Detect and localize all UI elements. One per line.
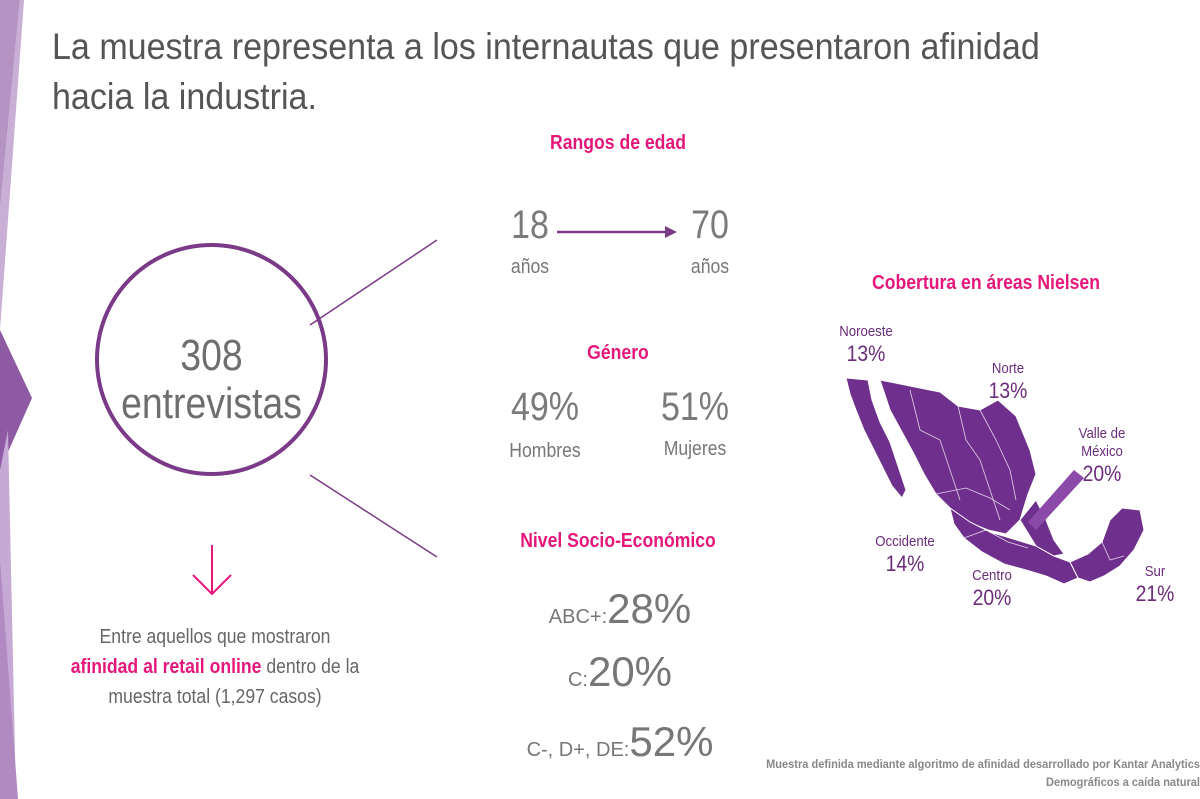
age-to: 70 <box>691 203 729 247</box>
arrow-right-icon <box>557 226 677 238</box>
nse-heading: Nivel Socio-Económico <box>520 530 716 552</box>
note-after: dentro de la muestra total (1,297 casos) <box>108 656 360 708</box>
footnote-line-1: Muestra definida mediante algoritmo de a… <box>766 757 1200 771</box>
region-centro: Centro 20% <box>957 567 1027 611</box>
nse-row-label: C: <box>567 669 588 691</box>
age-heading: Rangos de edad <box>550 132 686 154</box>
age-from-unit: años <box>510 256 550 278</box>
arrow-down-icon <box>192 545 232 596</box>
sample-circle-text: 308 entrevistas <box>112 332 310 428</box>
region-value: 13% <box>988 378 1028 403</box>
region-name: Norte <box>991 360 1025 377</box>
coverage-heading: Cobertura en áreas Nielsen <box>872 272 1100 294</box>
connector-lines <box>309 239 438 558</box>
nse-row-label: C-, D+, DE: <box>526 739 630 761</box>
note-highlight: afinidad al retail online <box>70 656 262 678</box>
region-value: 20% <box>1082 461 1122 486</box>
gender-men-label: Hombres <box>509 440 581 462</box>
left-decorative-band <box>0 0 32 799</box>
gender-women-label: Mujeres <box>663 438 727 460</box>
nse-row-abc: ABC+:28% <box>470 585 770 633</box>
region-name: Centro <box>972 567 1012 584</box>
sample-count: 308 <box>180 331 243 380</box>
region-name: Valle de México <box>1078 425 1126 460</box>
region-norte: Norte 13% <box>973 360 1043 404</box>
age-to-unit: años <box>690 256 730 278</box>
nse-row-c: C:20% <box>470 648 770 696</box>
region-value: 20% <box>972 585 1012 610</box>
sample-note: Entre aquellos que mostraron afinidad al… <box>61 622 369 712</box>
region-name: Noroeste <box>839 323 893 340</box>
footnote: Muestra definida mediante algoritmo de a… <box>722 755 1200 791</box>
region-occidente: Occidente 14% <box>867 533 943 577</box>
nse-row-cde: C-, D+, DE:52% <box>470 718 770 766</box>
region-value: 13% <box>846 341 886 366</box>
nse-row-value: 20% <box>587 648 673 695</box>
footnote-line-2: Demográficos a caída natural <box>1046 775 1200 789</box>
region-value: 14% <box>885 551 925 576</box>
region-name: Sur <box>1144 563 1166 580</box>
note-before: Entre aquellos que mostraron <box>99 626 331 648</box>
nse-row-value: 52% <box>629 718 714 765</box>
sample-label: entrevistas <box>121 379 302 428</box>
sample-circle <box>95 243 328 476</box>
region-noroeste: Noroeste 13% <box>831 323 901 367</box>
region-value: 21% <box>1135 581 1175 606</box>
region-name: Occidente <box>875 533 935 550</box>
gender-women-value: 51% <box>660 385 730 429</box>
mexico-map <box>845 377 1145 585</box>
region-valle-de-mexico: Valle de México 20% <box>1067 425 1137 487</box>
age-from: 18 <box>511 203 549 247</box>
region-sur: Sur 21% <box>1124 563 1186 607</box>
nse-row-value: 28% <box>607 585 692 632</box>
nse-row-label: ABC+: <box>548 606 608 628</box>
gender-heading: Género <box>587 342 649 364</box>
page-title: La muestra representa a los internautas … <box>52 26 1040 117</box>
gender-men-value: 49% <box>510 385 580 429</box>
